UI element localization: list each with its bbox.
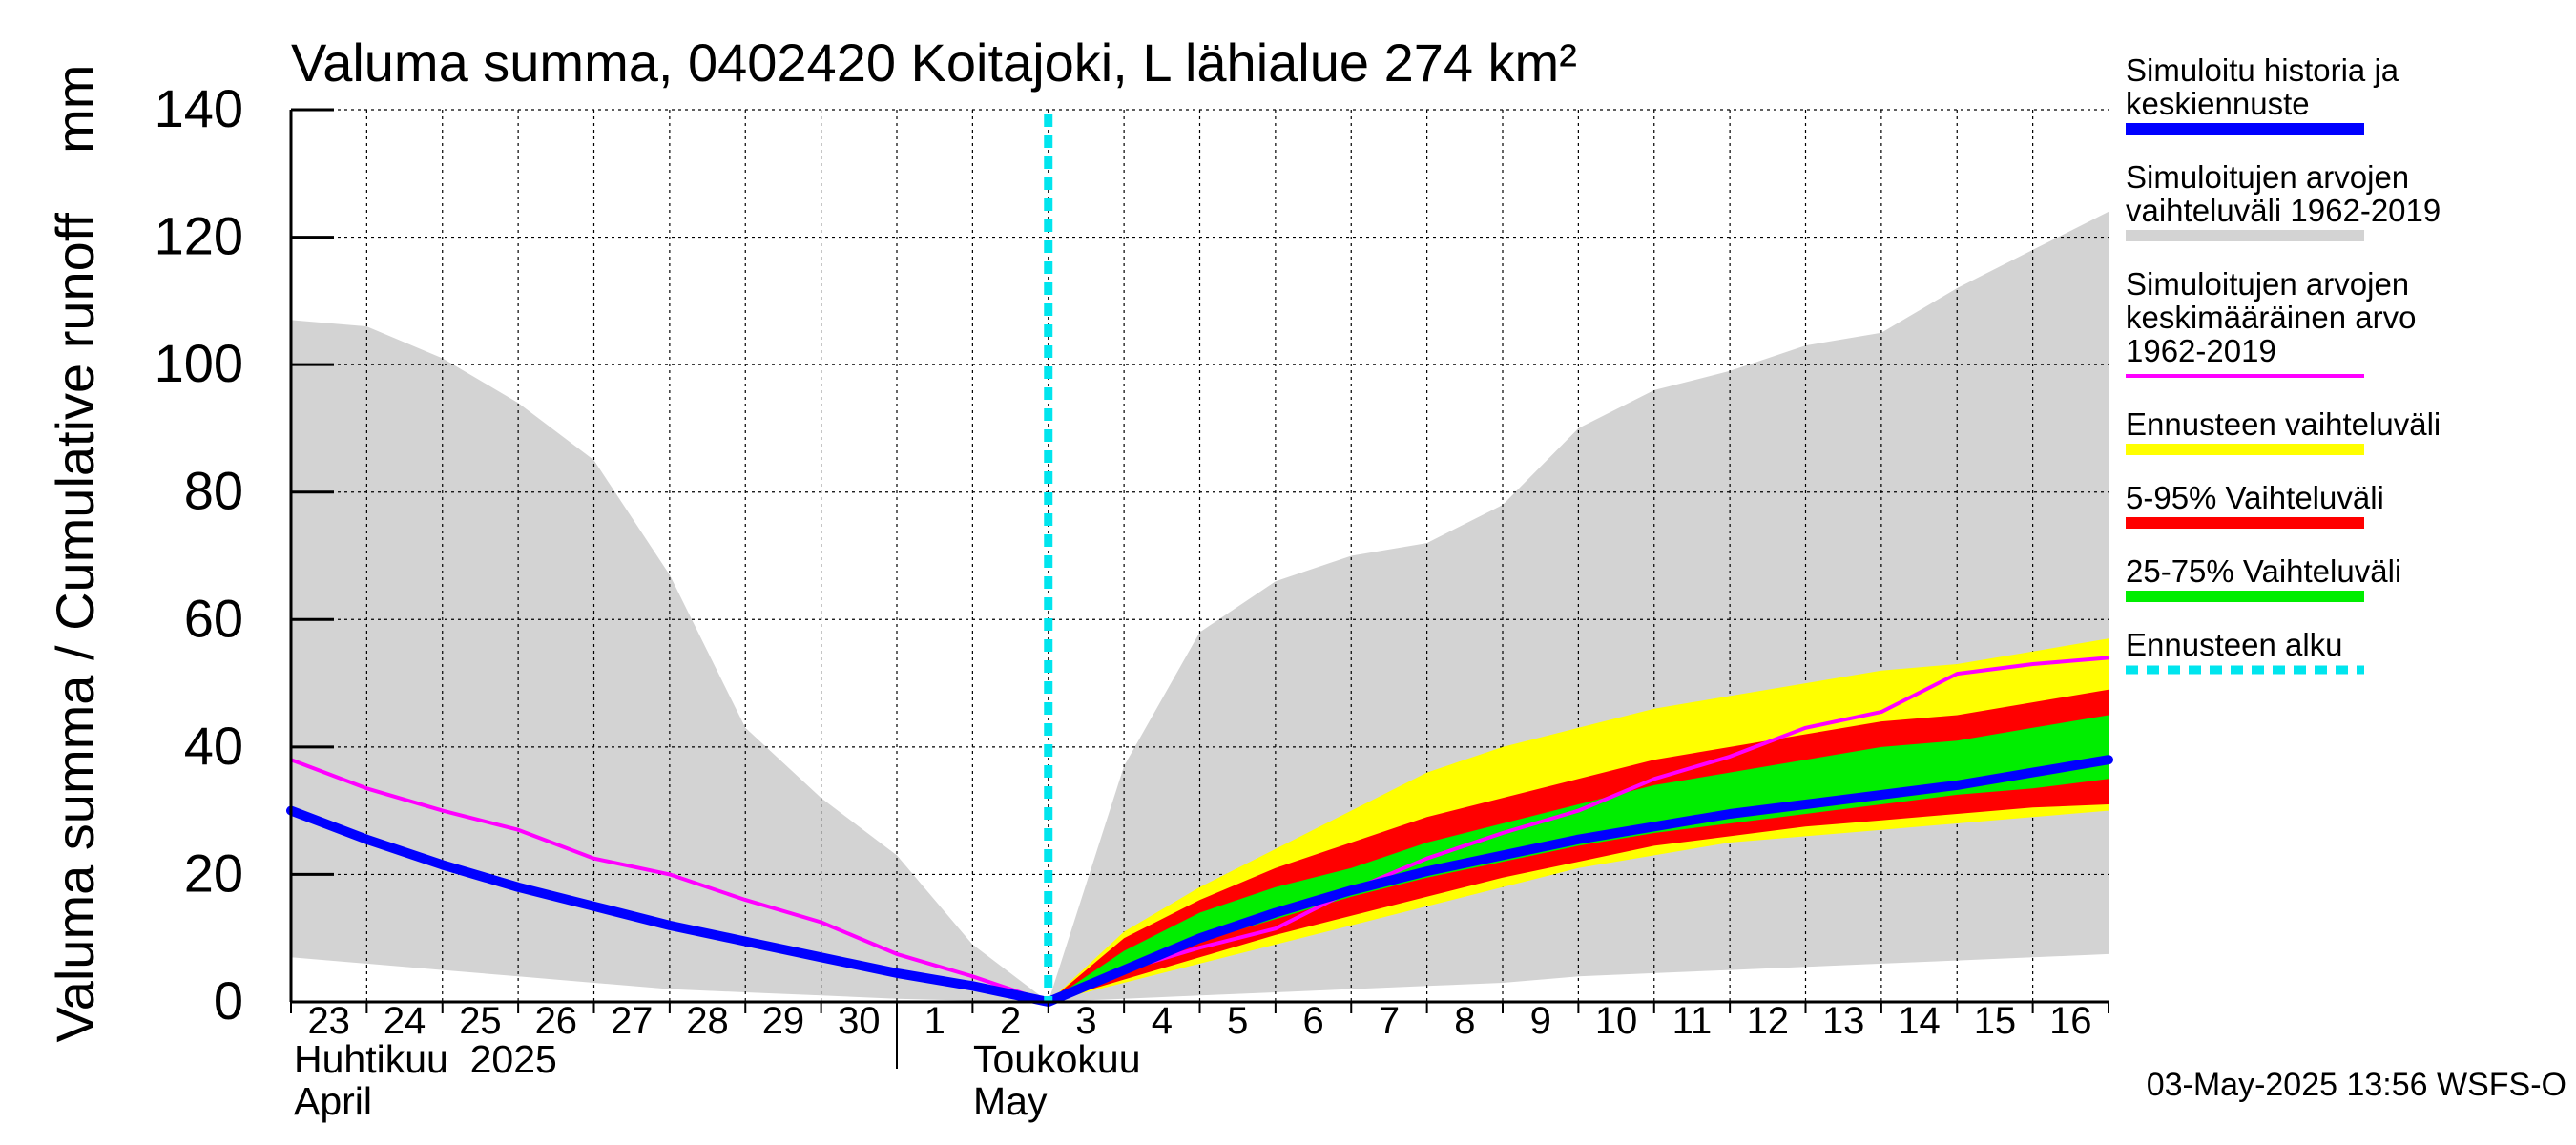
y-tick-label: 80 xyxy=(184,461,243,521)
legend-label: Simuloitujen arvojen xyxy=(2126,266,2409,302)
y-tick-label: 120 xyxy=(155,206,243,266)
y-tick-labels: 0 20 40 60 80 100 120 140 xyxy=(155,78,243,1030)
day-label: 16 xyxy=(2049,1000,2092,1042)
day-label: 14 xyxy=(1898,1000,1941,1042)
y-tick-label: 0 xyxy=(214,970,243,1030)
day-label: 5 xyxy=(1227,1000,1248,1042)
legend-label: vaihteluväli 1962-2019 xyxy=(2126,193,2441,228)
day-label: 30 xyxy=(838,1000,881,1042)
day-label: 1 xyxy=(924,1000,945,1042)
day-label: 10 xyxy=(1595,1000,1638,1042)
month-label-may-en: May xyxy=(973,1079,1048,1123)
series-lines xyxy=(286,114,2113,1007)
month-label-may-fi: Toukokuu xyxy=(973,1037,1141,1081)
p25-75-band xyxy=(1048,715,2109,1002)
y-axis-label: Valuma summa / Cumulative runoff mm xyxy=(45,65,105,1043)
legend-label: keskiennuste xyxy=(2126,86,2310,121)
legend-label: Simuloitu historia ja xyxy=(2126,52,2399,88)
day-label: 27 xyxy=(611,1000,654,1042)
day-label: 11 xyxy=(1672,1000,1713,1042)
day-label: 9 xyxy=(1530,1000,1551,1042)
day-label: 24 xyxy=(384,1000,426,1042)
y-tick-label: 40 xyxy=(184,716,243,776)
day-label: 23 xyxy=(307,1000,350,1042)
day-label: 29 xyxy=(762,1000,805,1042)
day-label: 12 xyxy=(1747,1000,1790,1042)
day-label: 3 xyxy=(1075,1000,1096,1042)
day-label: 6 xyxy=(1302,1000,1323,1042)
legend-label: 25-75% Vaihteluväli xyxy=(2126,553,2401,589)
day-label: 13 xyxy=(1822,1000,1865,1042)
axes xyxy=(289,108,2109,1069)
chart-title: Valuma summa, 0402420 Koitajoki, L lähia… xyxy=(291,32,1577,93)
mean-series-line xyxy=(290,656,2109,1004)
day-label: 8 xyxy=(1454,1000,1475,1042)
day-label: 4 xyxy=(1152,1000,1173,1042)
simulated-series-line xyxy=(286,755,2113,1007)
y-tick-label: 20 xyxy=(184,843,243,903)
month-label-april-en: April xyxy=(294,1079,372,1123)
day-label: 2 xyxy=(1000,1000,1021,1042)
day-label: 7 xyxy=(1379,1000,1400,1042)
legend-label: keskimääräinen arvo xyxy=(2126,300,2416,335)
legend-label: Ennusteen alku xyxy=(2126,627,2343,662)
legend-label: 5-95% Vaihteluväli xyxy=(2126,480,2384,515)
legend-label: Simuloitujen arvojen xyxy=(2126,159,2409,195)
footer-timestamp: 03-May-2025 13:56 WSFS-O xyxy=(2147,1067,2566,1103)
day-label: 25 xyxy=(459,1000,502,1042)
legend-label: Ennusteen vaihteluväli xyxy=(2126,406,2441,442)
month-label-april-fi: Huhtikuu 2025 xyxy=(294,1037,557,1081)
day-label: 15 xyxy=(1974,1000,2017,1042)
legend-label: 1962-2019 xyxy=(2126,333,2276,368)
y-tick-label: 140 xyxy=(155,78,243,138)
day-label: 28 xyxy=(686,1000,729,1042)
y-tick-label: 100 xyxy=(155,333,243,393)
day-label: 26 xyxy=(535,1000,578,1042)
x-tick-labels: 23 24 25 26 27 28 29 30 1 2 3 4 5 6 7 8 9 10 11 12 13 14 15 16 xyxy=(307,1000,2091,1042)
y-tick-label: 60 xyxy=(184,588,243,648)
